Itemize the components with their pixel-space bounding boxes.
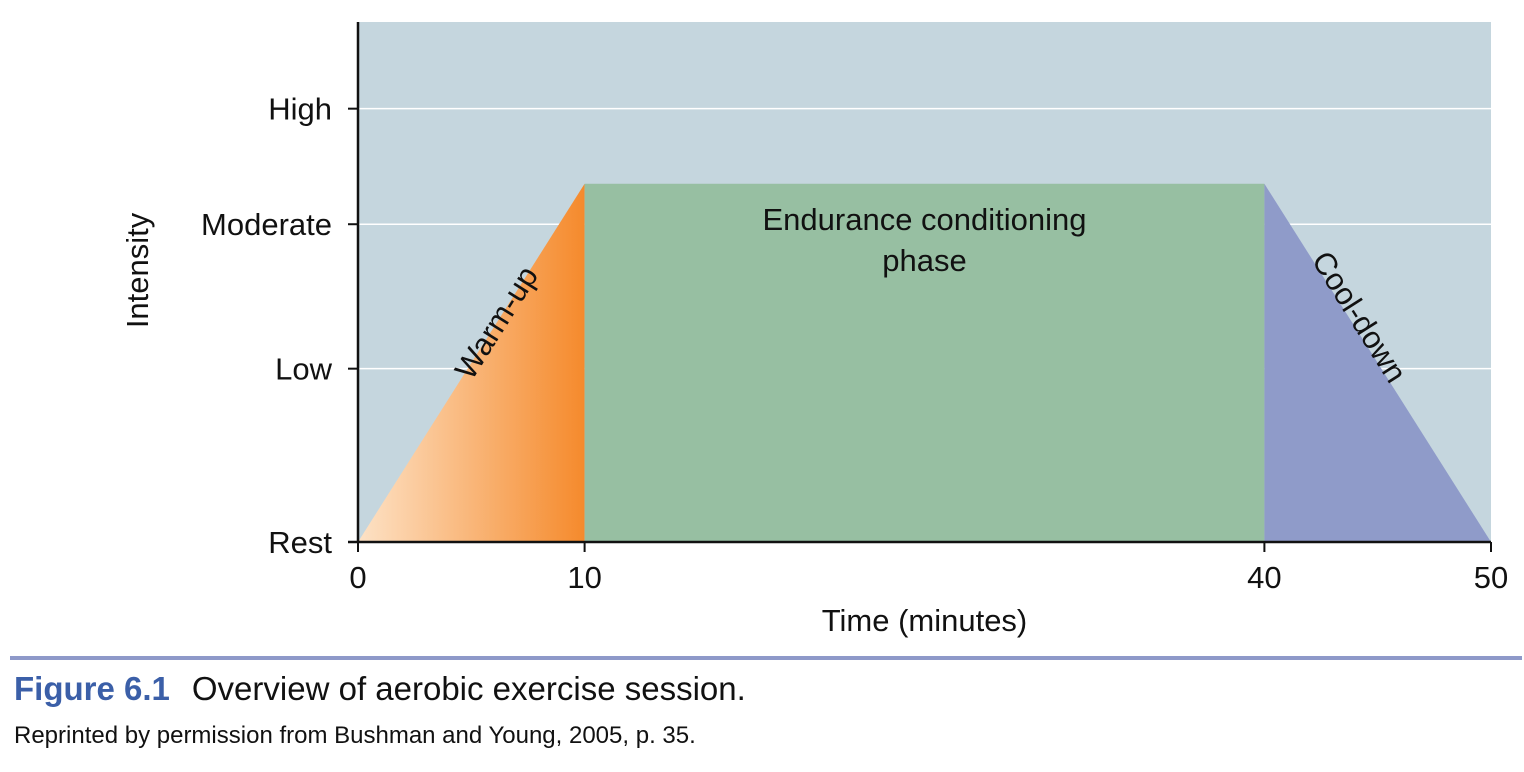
y-tick-label-low: Low — [275, 352, 332, 387]
figure-number: Figure 6.1 — [14, 670, 170, 707]
x-tick-labels: 0 10 40 50 — [349, 542, 1508, 595]
x-axis-label: Time (minutes) — [822, 603, 1028, 638]
endurance-phase-label-line-2: phase — [882, 243, 966, 278]
endurance-phase-label-line-1: Endurance conditioning — [762, 202, 1086, 237]
warm-up-area — [358, 183, 585, 542]
y-tick-label-high: High — [268, 92, 332, 127]
y-tick-label-rest: Rest — [268, 525, 332, 560]
y-tick-labels: Rest Low Moderate High — [201, 92, 358, 560]
caption-divider — [10, 656, 1522, 660]
x-tick-label-50: 50 — [1474, 560, 1508, 595]
y-tick-label-moderate: Moderate — [201, 207, 332, 242]
phase-areas — [358, 183, 1491, 542]
x-tick-label-0: 0 — [349, 560, 366, 595]
x-tick-label-10: 10 — [567, 560, 601, 595]
cool-down-area — [1264, 183, 1491, 542]
y-axis-label: Intensity — [120, 212, 155, 328]
x-tick-label-40: 40 — [1247, 560, 1281, 595]
figure-title: Overview of aerobic exercise session. — [191, 670, 746, 707]
endurance-phase-area — [584, 183, 1265, 542]
figure-source: Reprinted by permission from Bushman and… — [14, 722, 696, 749]
figure-caption: Figure 6.1 Overview of aerobic exercise s… — [14, 670, 746, 708]
